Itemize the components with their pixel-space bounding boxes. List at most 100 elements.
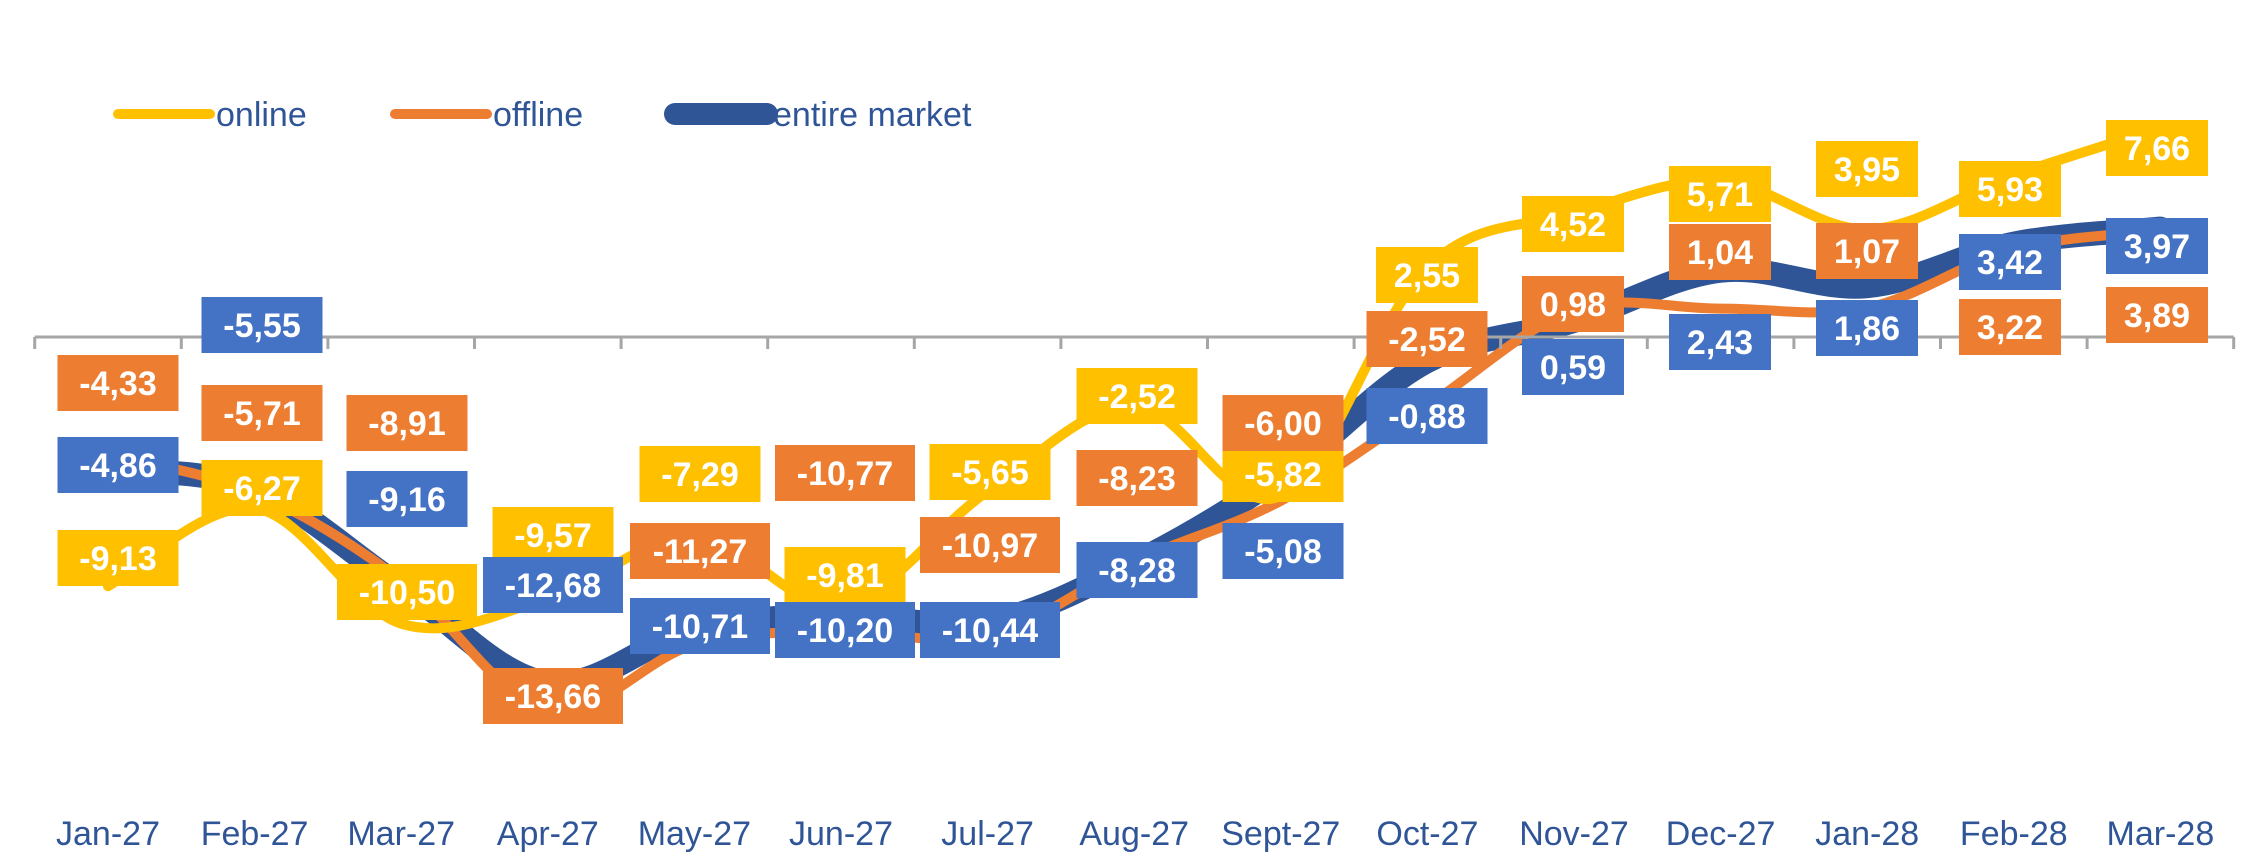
x-tick-label: May-27: [638, 815, 751, 853]
data-label: 7,66: [2106, 120, 2208, 176]
x-tick-label: Jun-27: [789, 815, 893, 853]
data-label: -0,88: [1366, 388, 1488, 444]
data-label-box: [1959, 299, 2061, 355]
data-label-box: [1959, 161, 2061, 217]
x-tick-label: Aug-27: [1079, 815, 1189, 853]
data-label: 2,55: [1376, 247, 1478, 303]
data-label-text: -2,52: [1098, 378, 1176, 416]
data-label-text: 3,97: [2124, 228, 2190, 266]
legend-label: offline: [493, 96, 583, 134]
data-label: -5,82: [1222, 446, 1344, 502]
data-label: -8,91: [346, 395, 468, 451]
data-label: 5,93: [1959, 161, 2061, 217]
data-label-box: [1522, 196, 1624, 252]
data-label-text: -9,57: [514, 517, 592, 555]
data-label-box: [1222, 446, 1344, 502]
data-label-text: 5,93: [1977, 171, 2043, 209]
data-label: 1,07: [1816, 223, 1918, 279]
data-label-box: [201, 297, 323, 353]
data-label-text: -6,00: [1244, 405, 1322, 443]
data-label: 0,59: [1522, 339, 1624, 395]
data-label-text: -13,66: [505, 678, 601, 716]
data-label: -9,13: [57, 530, 179, 586]
data-label-box: [920, 602, 1060, 658]
data-label: -13,66: [483, 668, 623, 724]
x-tick-label: Jan-27: [56, 815, 160, 853]
data-label: -5,55: [201, 297, 323, 353]
data-label-text: -10,77: [797, 455, 893, 493]
data-label-box: [57, 530, 179, 586]
data-label-text: 3,22: [1977, 309, 2043, 347]
data-label: -10,97: [920, 517, 1060, 573]
data-label-box: [2106, 287, 2208, 343]
x-tick-label: Oct-27: [1376, 815, 1478, 853]
data-label: 1,86: [1816, 300, 1918, 356]
x-tick-label: Dec-27: [1666, 815, 1776, 853]
data-label-text: 1,04: [1687, 234, 1753, 272]
data-label-box: [1959, 234, 2061, 290]
data-label: -10,77: [775, 445, 915, 501]
data-label-box: [1222, 523, 1344, 579]
x-tick-label: Mar-28: [2107, 815, 2215, 853]
data-label-text: -5,71: [223, 395, 301, 433]
data-label-text: -10,50: [359, 574, 455, 612]
data-label-text: 3,42: [1977, 244, 2043, 282]
data-label-box: [2106, 120, 2208, 176]
data-label: -4,33: [57, 355, 179, 411]
data-label: 3,89: [2106, 287, 2208, 343]
data-label: -8,28: [1076, 542, 1198, 598]
data-label-box: [630, 598, 770, 654]
data-label: -10,20: [775, 602, 915, 658]
data-label-text: -4,86: [79, 447, 157, 485]
data-label-text: -9,13: [79, 540, 157, 578]
data-label-box: [1376, 247, 1478, 303]
x-tick-label: Jan-28: [1815, 815, 1919, 853]
data-label: -11,27: [630, 523, 770, 579]
data-label-box: [337, 564, 477, 620]
data-label: 3,95: [1816, 141, 1918, 197]
data-label: -10,50: [337, 564, 477, 620]
data-label-text: 7,66: [2124, 130, 2190, 168]
x-tick-label: Sept-27: [1221, 815, 1340, 853]
data-label-text: 5,71: [1687, 176, 1753, 214]
data-label: -8,23: [1076, 450, 1198, 506]
data-label: -5,08: [1222, 523, 1344, 579]
x-tick-label: Nov-27: [1519, 815, 1629, 853]
data-label: 1,04: [1669, 224, 1771, 280]
data-label-box: [483, 668, 623, 724]
x-tick-label: Apr-27: [497, 815, 599, 853]
data-label-text: -5,55: [223, 307, 301, 345]
data-label-text: 1,86: [1834, 310, 1900, 348]
data-label: -9,57: [492, 507, 614, 563]
legend: online offline entire market: [113, 96, 972, 134]
data-label-box: [1816, 223, 1918, 279]
data-label: 0,98: [1522, 276, 1624, 332]
data-label: 5,71: [1669, 166, 1771, 222]
data-label-text: 2,55: [1394, 257, 1460, 295]
data-label-box: [201, 460, 323, 516]
data-label: -9,81: [784, 547, 906, 603]
data-label-box: [201, 385, 323, 441]
data-label-box: [920, 517, 1060, 573]
data-label-text: 2,43: [1687, 324, 1753, 362]
data-label-box: [57, 437, 179, 493]
x-tick-label: Feb-27: [201, 815, 309, 853]
data-label: -9,16: [346, 471, 468, 527]
data-label: -2,52: [1366, 311, 1488, 367]
data-label-text: -0,88: [1388, 398, 1466, 436]
data-label: -2,52: [1076, 368, 1198, 424]
legend-item-online: online: [113, 96, 307, 134]
data-label-text: -11,27: [653, 533, 748, 571]
data-label-text: 3,89: [2124, 297, 2190, 335]
data-label-text: -5,65: [951, 454, 1029, 492]
data-label-box: [1076, 542, 1198, 598]
data-label: -12,68: [483, 557, 623, 613]
data-label-text: -8,28: [1098, 552, 1176, 590]
data-label-text: -10,71: [652, 608, 748, 646]
data-label-box: [1669, 314, 1771, 370]
data-label-box: [1816, 300, 1918, 356]
data-label-box: [1366, 311, 1488, 367]
data-label-text: -5,82: [1244, 456, 1322, 494]
data-label: 3,42: [1959, 234, 2061, 290]
